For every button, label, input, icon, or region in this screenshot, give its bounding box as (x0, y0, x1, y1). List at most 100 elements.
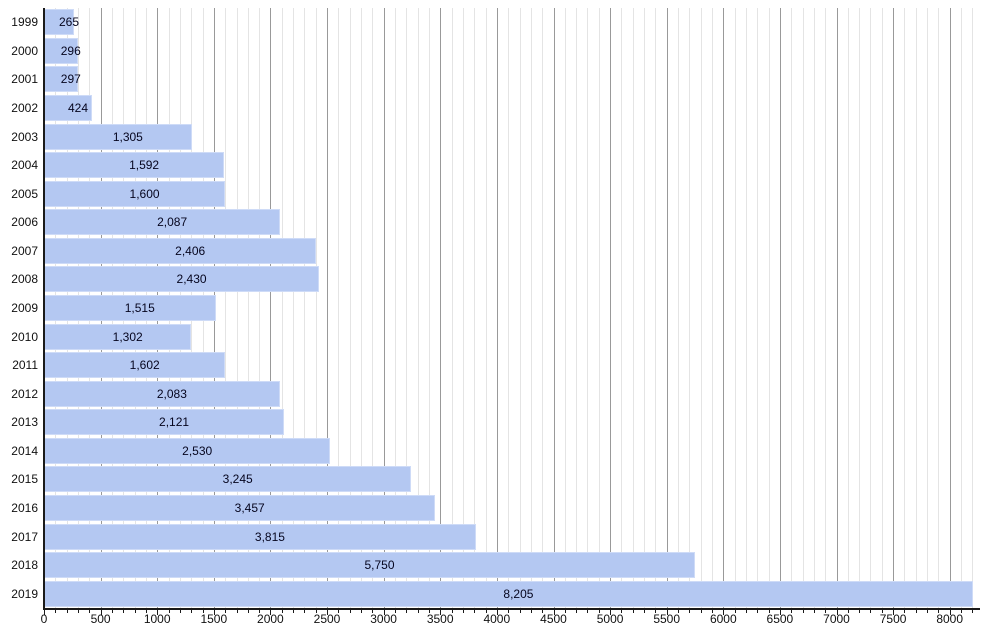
x-tick-label: 5000 (596, 612, 624, 626)
gridline-minor (236, 8, 238, 608)
x-tick (247, 610, 249, 613)
bar: 8,205 (44, 580, 973, 607)
gridline-major (836, 8, 838, 608)
year-label: 2012 (11, 386, 38, 401)
x-tick-label: 5500 (653, 612, 681, 626)
y-axis-line (43, 8, 45, 610)
bar-value-label: 2,530 (182, 443, 213, 458)
gridline-minor (881, 8, 883, 608)
x-tick (361, 610, 362, 613)
year-label: 2013 (11, 415, 38, 430)
gridline-minor (361, 8, 362, 608)
x-tick (745, 610, 747, 613)
gridline-minor (462, 8, 464, 608)
x-tick (168, 610, 170, 613)
gridline-minor (859, 8, 861, 608)
bar-value-label: 2,121 (159, 415, 190, 430)
bar-value-label: 1,600 (129, 186, 160, 201)
gridline-minor (519, 8, 521, 608)
x-tick (349, 610, 351, 613)
x-tick (111, 610, 113, 613)
x-tick (202, 610, 204, 613)
gridline-minor (395, 8, 396, 608)
x-tick (723, 610, 725, 615)
x-tick (678, 610, 679, 613)
bar: 2,083 (44, 380, 280, 407)
gridline-minor (927, 8, 929, 608)
x-tick (259, 610, 261, 613)
x-tick (55, 610, 57, 613)
x-tick (779, 610, 781, 615)
year-label: 2010 (11, 329, 38, 344)
gridline-minor (576, 8, 578, 608)
gridline-major (496, 8, 498, 608)
x-tick (700, 610, 702, 613)
bar: 1,600 (44, 180, 226, 207)
gridline-minor (712, 8, 713, 608)
year-label: 2019 (11, 586, 38, 601)
x-tick (451, 610, 453, 613)
x-tick (270, 610, 272, 615)
x-tick (236, 610, 238, 613)
x-tick (315, 610, 317, 613)
bar: 1,515 (44, 295, 216, 321)
x-tick (145, 610, 147, 613)
x-tick (304, 610, 306, 613)
gridline-minor (938, 8, 940, 608)
gridline-major (440, 8, 442, 608)
x-tick (338, 610, 340, 613)
bar: 1,602 (44, 352, 226, 379)
x-tick-label: 2000 (257, 612, 284, 626)
bar-value-label: 1,302 (112, 329, 143, 344)
x-tick (587, 610, 589, 613)
x-tick (100, 610, 102, 615)
x-tick (395, 610, 396, 613)
gridline-minor (961, 8, 962, 608)
x-tick (768, 610, 770, 613)
gridline-minor (678, 8, 679, 608)
x-tick (327, 610, 328, 615)
x-tick-label: 500 (90, 612, 111, 626)
gridline-major (327, 8, 328, 608)
x-tick (89, 610, 91, 613)
x-tick (598, 610, 600, 613)
x-tick (78, 610, 79, 613)
x-tick (225, 610, 227, 613)
bar-value-label: 1,602 (129, 358, 160, 373)
year-label: 1999 (11, 15, 38, 30)
x-tick (689, 610, 691, 613)
gridline-minor (689, 8, 691, 608)
x-tick (576, 610, 578, 613)
gridline-major (779, 8, 781, 608)
x-tick (508, 610, 510, 613)
x-tick-label: 0 (40, 612, 48, 626)
gridline-minor (474, 8, 476, 608)
gridline-minor (791, 8, 793, 608)
bar: 2,530 (44, 437, 331, 464)
x-tick (281, 610, 283, 613)
gridline-minor (745, 8, 747, 608)
x-tick (644, 610, 645, 613)
bar: 296 (44, 37, 81, 64)
x-tick (961, 610, 962, 613)
bar-value-label: 1,305 (112, 129, 143, 144)
x-tick (530, 610, 532, 613)
x-tick (972, 610, 974, 613)
gridline-minor (247, 8, 249, 608)
year-label: 2009 (11, 301, 38, 315)
gridline-minor (428, 8, 430, 608)
bar: 2,121 (44, 409, 285, 436)
gridline-minor (281, 8, 283, 608)
x-tick-label: 3000 (370, 612, 397, 626)
x-tick (915, 610, 917, 613)
bar-value-label: 2,087 (157, 215, 188, 230)
gridline-major (723, 8, 725, 608)
bar-value-label: 3,245 (222, 472, 253, 487)
bar-value-label: 5,750 (364, 558, 395, 573)
x-tick-label: 1500 (200, 612, 228, 626)
gridline-minor (972, 8, 974, 608)
bar: 1,305 (44, 123, 192, 150)
x-tick (191, 610, 193, 613)
